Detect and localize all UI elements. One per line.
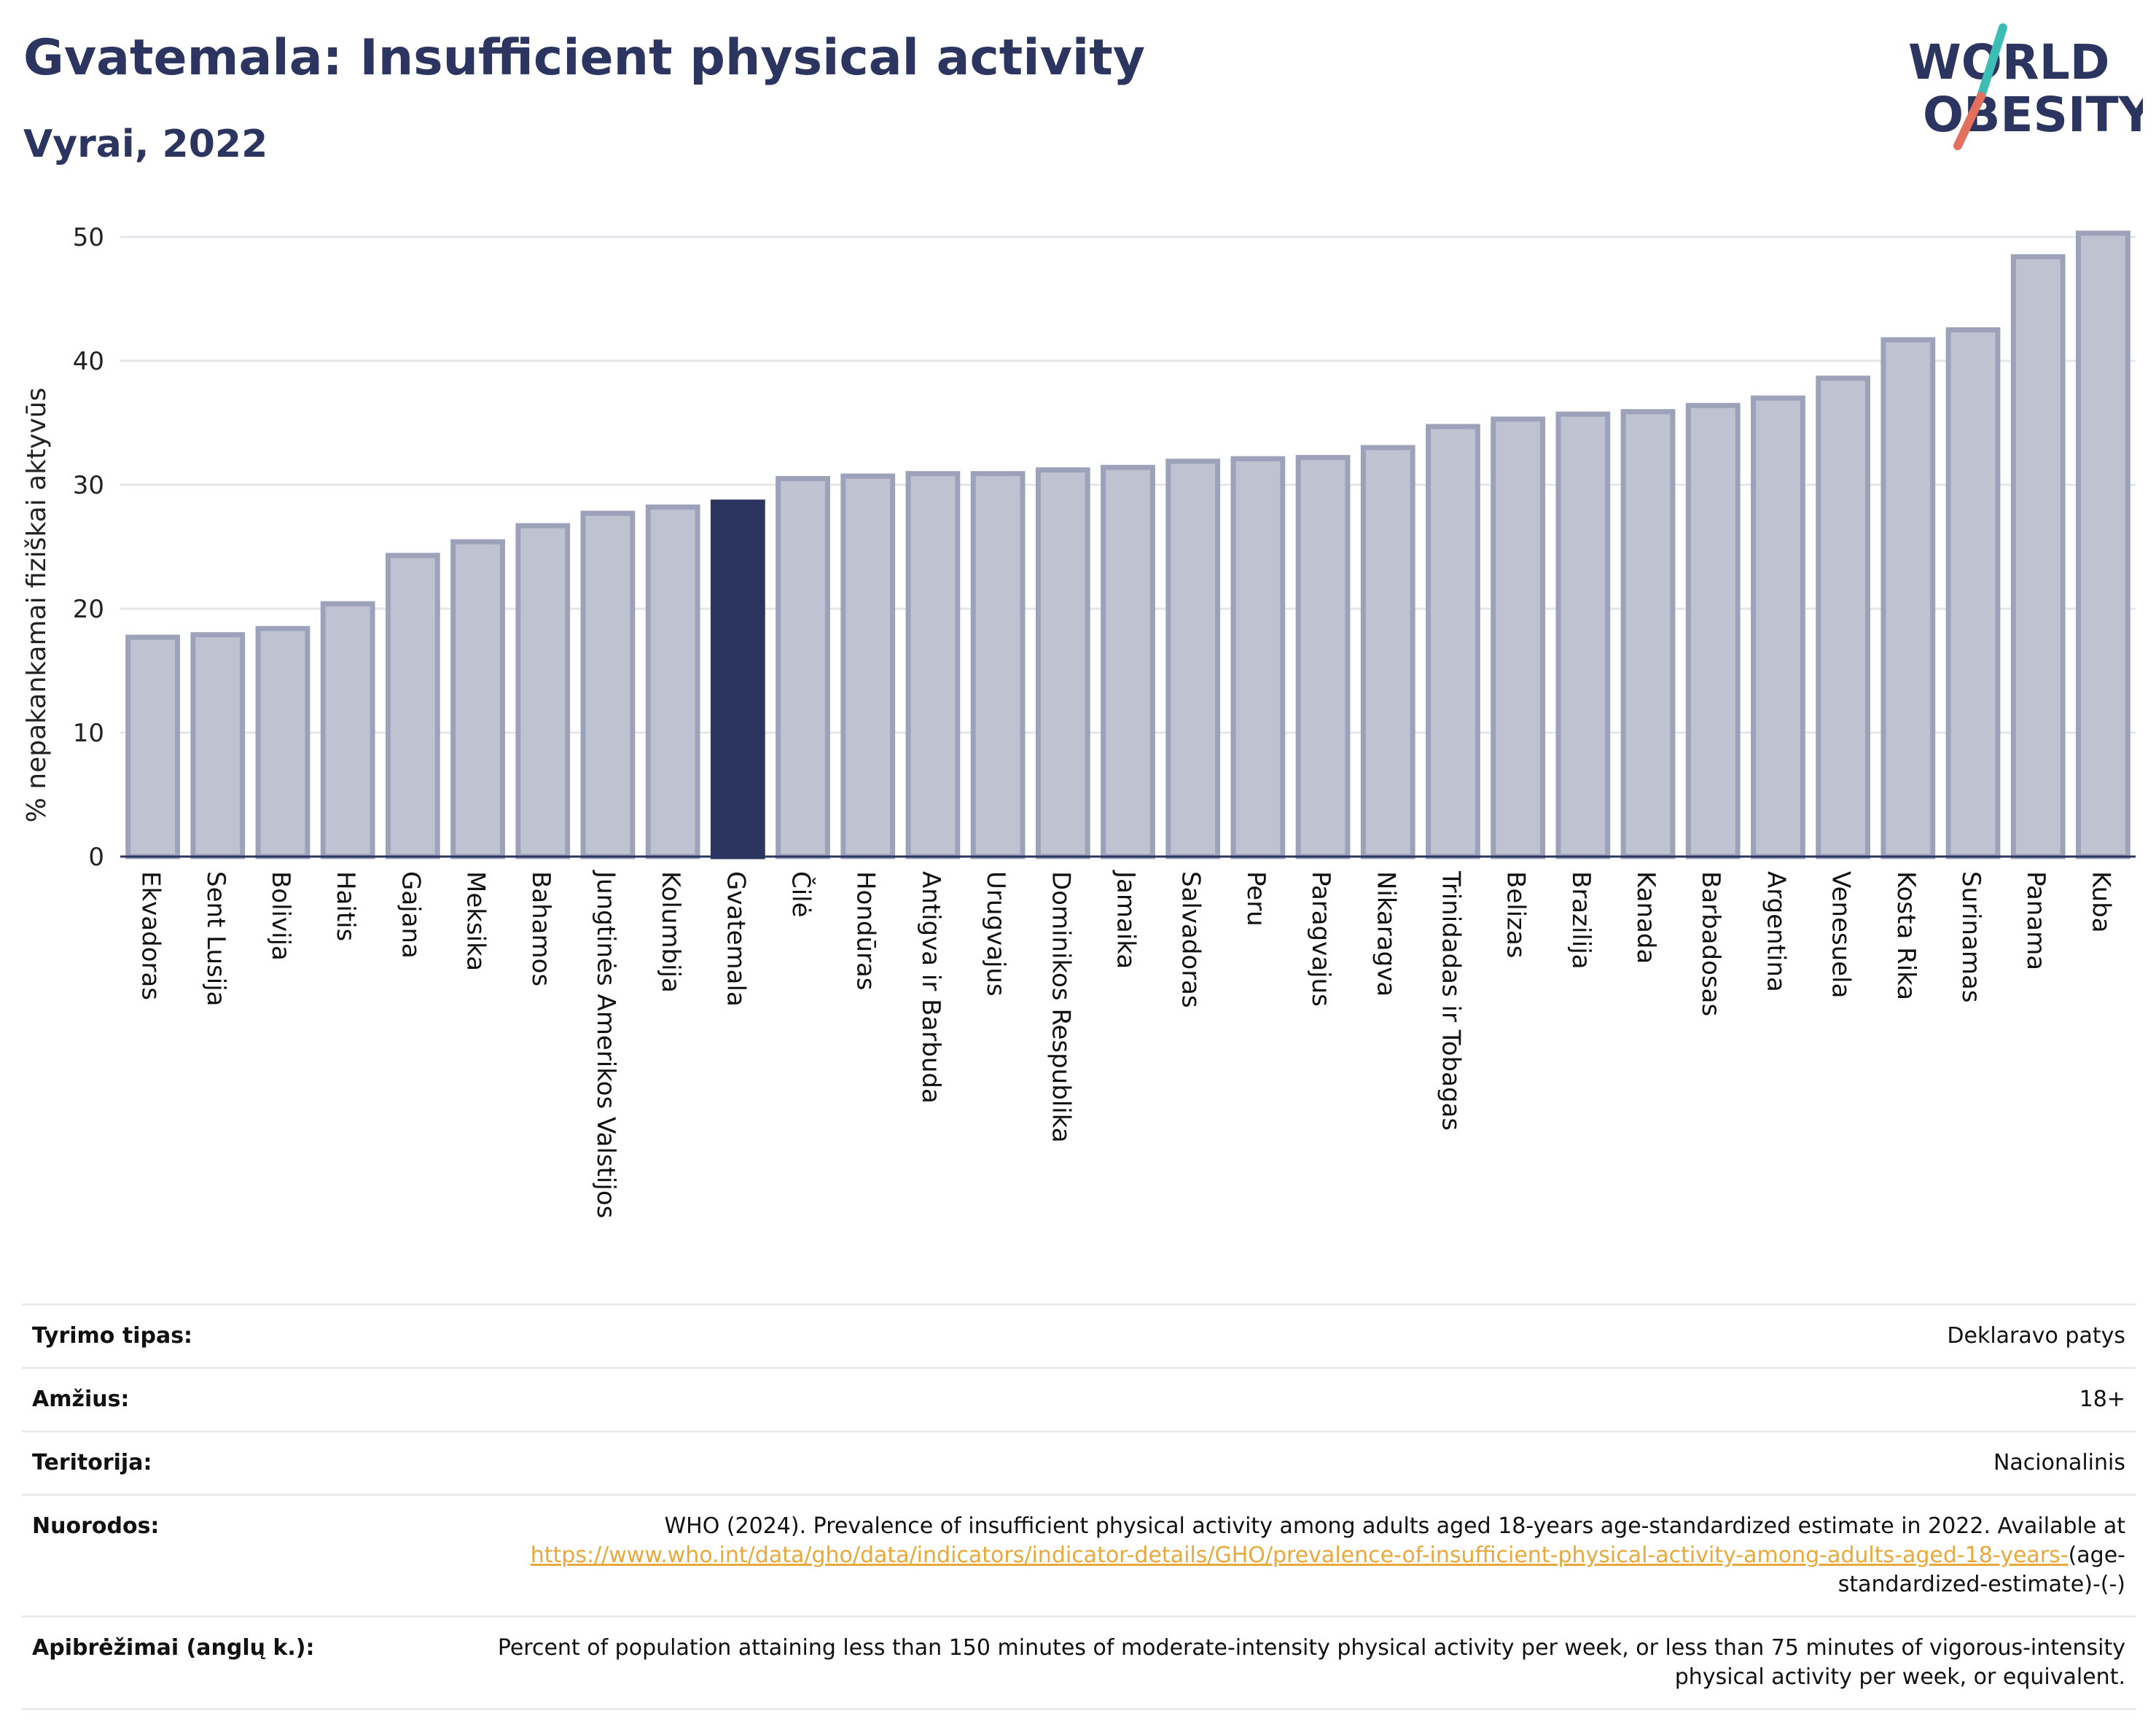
- bar: [840, 473, 896, 859]
- bar: [1620, 409, 1676, 859]
- x-tick-label: Kosta Rika: [1891, 871, 1921, 1000]
- bar: [1230, 456, 1286, 859]
- bar: [905, 471, 961, 859]
- x-tick-label: Dominikos Respublika: [1046, 871, 1075, 1143]
- x-tick-label: Salvadoras: [1176, 871, 1206, 1008]
- y-tick-label: 10: [73, 719, 104, 748]
- bar: [2076, 230, 2130, 859]
- x-tick-label: Brazilija: [1566, 871, 1595, 970]
- x-tick-label: Nikaragva: [1371, 871, 1400, 997]
- x-tick-label: Bahamos: [526, 871, 555, 986]
- x-tick-label: Surinamas: [1956, 871, 1985, 1003]
- x-tick-label: Trinidadas ir Tobagas: [1436, 870, 1465, 1131]
- x-tick-label: Kolumbija: [656, 871, 685, 993]
- logo-slash-top: [1977, 23, 2007, 101]
- bar: [1945, 327, 2001, 859]
- reference-link[interactable]: https://www.who.int/data/gho/data/indica…: [530, 1543, 2069, 1568]
- info-value-definitions: Percent of population attaining less tha…: [421, 1615, 2136, 1710]
- x-tick-label: Argentina: [1761, 871, 1790, 992]
- y-tick-label: 40: [73, 347, 104, 376]
- bar: [580, 510, 636, 859]
- info-row-references: Nuorodos: WHO (2024). Prevalence of insu…: [22, 1494, 2136, 1618]
- bar: [1880, 337, 1936, 859]
- info-row-definitions: Apibrėžimai (anglų k.): Percent of popul…: [22, 1615, 2136, 1710]
- info-row-survey-type: Tyrimo tipas: Deklaravo patys: [22, 1303, 2136, 1369]
- bar: [1165, 459, 1221, 859]
- x-tick-label: Barbadosas: [1696, 871, 1725, 1016]
- x-tick-label: Venesuela: [1827, 871, 1856, 998]
- info-label-territory: Teritorija:: [22, 1430, 421, 1496]
- bar: [320, 601, 375, 859]
- x-tick-label: Jamaika: [1112, 870, 1141, 969]
- bar: [1360, 445, 1415, 859]
- bar: [125, 634, 180, 859]
- bar: [1035, 467, 1090, 859]
- x-tick-label: Čilė: [786, 871, 816, 918]
- y-axis-ticks: 0 10 20 30 40 50: [73, 223, 104, 872]
- info-row-age: Amžius: 18+: [22, 1367, 2136, 1432]
- bar: [2010, 254, 2066, 859]
- y-tick-label: 30: [73, 471, 104, 500]
- reference-text: WHO (2024). Prevalence of insufficient p…: [664, 1513, 2125, 1539]
- info-value-territory: Nacionalinis: [421, 1430, 2136, 1496]
- bar: [776, 476, 830, 859]
- info-label-survey-type: Tyrimo tipas:: [22, 1303, 421, 1369]
- bar-highlighted: [710, 499, 765, 859]
- y-tick-label: 50: [73, 223, 104, 252]
- info-label-definitions: Apibrėžimai (anglų k.):: [22, 1615, 421, 1710]
- bar: [450, 539, 505, 859]
- info-value-age: 18+: [421, 1367, 2136, 1432]
- x-tick-label: Haitis: [331, 871, 360, 941]
- x-axis-labels: Ekvadoras Sent Lusija Bolivija Haitis Gajana…: [136, 870, 2116, 1218]
- x-tick-label: Jungtinės Amerikos Valstijos: [591, 870, 620, 1218]
- page-title: Gvatemala: Insufficient physical activit…: [23, 29, 1146, 87]
- bar: [1685, 402, 1741, 859]
- logo-line-2: OBESITY: [1923, 87, 2143, 143]
- bar: [1295, 455, 1351, 859]
- bar: [255, 625, 310, 859]
- bar: [970, 471, 1026, 859]
- x-tick-label: Paragvajus: [1306, 871, 1335, 1007]
- y-axis-label: % nepakankamai fiziškai aktyvūs: [22, 388, 52, 823]
- info-table: Tyrimo tipas: Deklaravo patys Amžius: 18…: [22, 1303, 2136, 1710]
- bar: [1491, 416, 1546, 859]
- info-row-territory: Teritorija: Nacionalinis: [22, 1430, 2136, 1496]
- x-tick-label: Gajana: [396, 871, 425, 959]
- bar: [190, 632, 246, 859]
- bar: [515, 523, 571, 859]
- bar: [385, 553, 440, 859]
- bar: [1426, 424, 1480, 859]
- bar-chart: 0 10 20 30 40 50 Ekvadoras Sent Lusija Bolivija…: [22, 223, 2136, 1218]
- page-subtitle: Vyrai, 2022: [23, 122, 268, 166]
- bar: [1555, 411, 1611, 859]
- bar: [645, 504, 700, 859]
- logo-line-1: WORLD: [1908, 34, 2110, 90]
- info-label-references: Nuorodos:: [22, 1494, 421, 1618]
- x-tick-label: Bolivija: [266, 871, 295, 961]
- x-tick-label: Ekvadoras: [136, 871, 165, 1000]
- x-tick-label: Hondūras: [851, 871, 880, 991]
- info-label-age: Amžius:: [22, 1367, 421, 1432]
- logo-slash-bottom: [1953, 92, 1985, 150]
- y-tick-label: 20: [73, 595, 104, 624]
- x-tick-label: Meksika: [461, 871, 491, 971]
- x-tick-label: Panama: [2021, 871, 2050, 970]
- y-tick-label: 0: [88, 843, 104, 872]
- reference-suffix: (age-standardized-estimate)-(-): [1837, 1543, 2125, 1597]
- x-tick-label: Urugvajus: [981, 871, 1010, 997]
- world-obesity-logo: WORLD OBESITY: [1908, 23, 2143, 150]
- bar: [1101, 464, 1155, 859]
- x-tick-label: Antigva ir Barbuda: [916, 871, 945, 1104]
- bars: [125, 230, 2130, 859]
- bar: [1751, 395, 1805, 859]
- info-value-references: WHO (2024). Prevalence of insufficient p…: [421, 1494, 2136, 1618]
- x-tick-label: Belizas: [1501, 871, 1531, 959]
- x-tick-label: Kuba: [2086, 871, 2115, 933]
- x-tick-label: Sent Lusija: [201, 871, 230, 1007]
- bar: [1816, 375, 1871, 859]
- x-tick-label: Peru: [1241, 871, 1270, 927]
- x-tick-label: Kanada: [1631, 871, 1660, 964]
- info-value-survey-type: Deklaravo patys: [421, 1303, 2136, 1369]
- x-tick-label: Gvatemala: [721, 871, 750, 1007]
